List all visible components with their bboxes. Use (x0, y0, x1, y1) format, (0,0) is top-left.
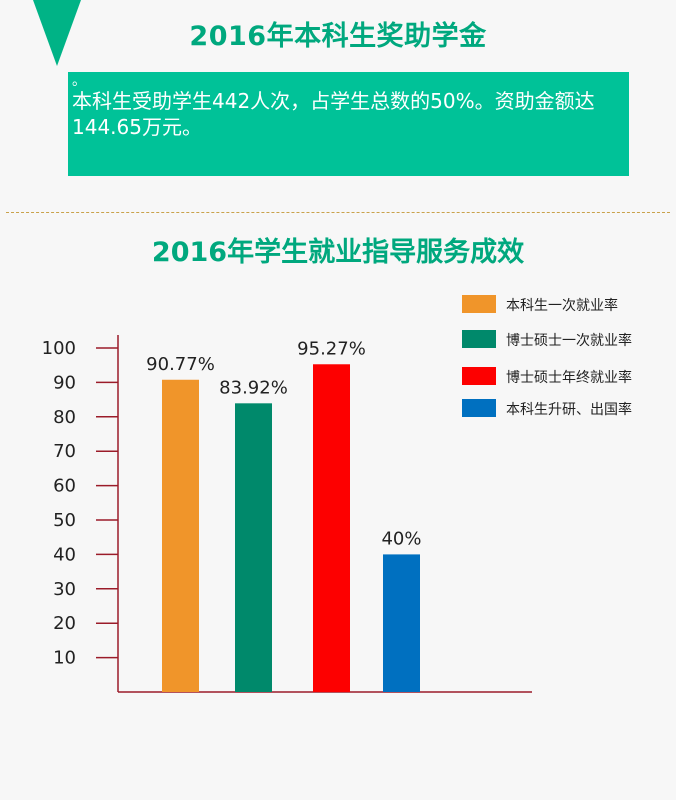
section-title: 2016年学生就业指导服务成效 (151, 237, 525, 268)
y-tick-label: 70 (53, 441, 76, 462)
bar (235, 403, 272, 692)
y-tick-label: 90 (53, 372, 76, 393)
data-label: 95.27% (297, 338, 366, 359)
info-text: 本科生受助学生442人次，占学生总数的50%。资助金额达144.65万元。 (72, 89, 595, 139)
info-dot: 。 (72, 73, 86, 89)
bar (313, 364, 350, 692)
bar (383, 554, 420, 692)
y-tick-label: 10 (53, 648, 76, 669)
corner-triangle (33, 0, 81, 66)
bar (162, 379, 199, 692)
legend-label: 博士硕士一次就业率 (506, 332, 632, 349)
y-tick-label: 80 (53, 407, 76, 428)
legend-swatch (462, 330, 496, 348)
legend-swatch (462, 295, 496, 313)
y-tick-label: 100 (42, 338, 76, 359)
page-title: 2016年本科生奖助学金 (189, 21, 487, 52)
employment-bar-chart: 10 20 30 40 50 60 70 80 90 100 90.77%83.92% 95.27% 4… (42, 295, 632, 693)
y-tick-label: 20 (53, 613, 76, 634)
data-label: 83.92% (219, 377, 288, 398)
y-tick-label: 50 (53, 510, 76, 531)
section-divider (6, 212, 670, 213)
info-box: 。 本科生受助学生442人次，占学生总数的50%。资助金额达144.65万元。 (68, 72, 629, 176)
legend-label: 本科生升研、出国率 (506, 401, 632, 418)
legend-label: 本科生一次就业率 (506, 297, 618, 314)
legend-swatch (462, 399, 496, 417)
legend-swatch (462, 367, 496, 385)
data-label: 90.77% (146, 354, 215, 375)
legend-label: 博士硕士年终就业率 (506, 369, 632, 386)
y-tick-label: 60 (53, 476, 76, 497)
y-tick-label: 40 (53, 544, 76, 565)
data-label: 40% (381, 528, 421, 549)
y-tick-label: 30 (53, 579, 76, 600)
